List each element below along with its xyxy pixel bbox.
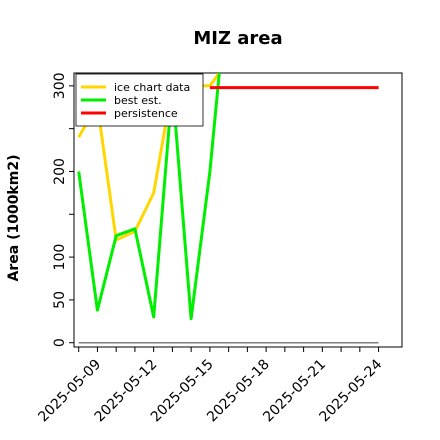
- y-tick-label: 0: [52, 338, 68, 347]
- series-line-ice-chart-data: [77, 73, 221, 242]
- series-line-best-est: [77, 73, 221, 321]
- x-ticks: 2025-05-092025-05-122025-05-152025-05-18…: [35, 347, 385, 425]
- y-ticks: 0 50 100 200 300: [52, 72, 74, 347]
- y-tick-label: 300: [52, 72, 68, 99]
- plot-frame: [73, 72, 403, 348]
- legend-label-persistence: persistence: [114, 107, 178, 120]
- chart-title: MIZ area: [193, 28, 282, 49]
- legend-label-best-est: best est.: [114, 94, 162, 107]
- axes: [73, 72, 403, 348]
- y-tick-label: 50: [52, 291, 68, 309]
- y-tick-label: 100: [52, 244, 68, 271]
- y-axis-label: Area (1000km2): [6, 155, 22, 282]
- y-tick-label: 200: [52, 158, 68, 185]
- legend: ice chart data best est. persistence: [75, 73, 204, 127]
- plot-area: [77, 73, 379, 344]
- legend-label-ice-chart-data: ice chart data: [114, 81, 190, 94]
